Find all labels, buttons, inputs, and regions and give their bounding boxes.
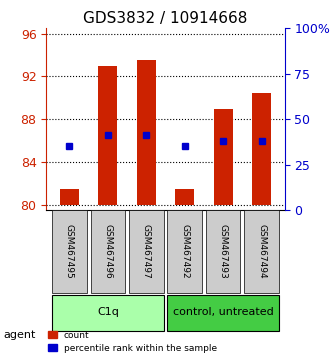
Text: agent: agent: [3, 330, 36, 339]
Text: C1q: C1q: [97, 307, 119, 317]
Text: GSM467493: GSM467493: [219, 224, 228, 279]
Bar: [213, 109, 233, 205]
Bar: [98, 66, 118, 205]
Text: GSM467495: GSM467495: [65, 224, 74, 279]
Title: GDS3832 / 10914668: GDS3832 / 10914668: [83, 11, 248, 26]
Text: control, untreated: control, untreated: [173, 307, 273, 317]
FancyBboxPatch shape: [206, 210, 240, 293]
Text: GSM467494: GSM467494: [257, 224, 266, 279]
Bar: [252, 92, 271, 205]
FancyBboxPatch shape: [244, 210, 279, 293]
Bar: [60, 189, 79, 205]
Text: GSM467496: GSM467496: [103, 224, 112, 279]
Text: GSM467492: GSM467492: [180, 224, 189, 279]
FancyBboxPatch shape: [167, 295, 279, 331]
FancyBboxPatch shape: [167, 210, 202, 293]
FancyBboxPatch shape: [52, 295, 164, 331]
FancyBboxPatch shape: [52, 210, 87, 293]
FancyBboxPatch shape: [91, 210, 125, 293]
Bar: [175, 189, 194, 205]
Legend: count, percentile rank within the sample: count, percentile rank within the sample: [48, 331, 217, 353]
Text: GSM467497: GSM467497: [142, 224, 151, 279]
Bar: [137, 61, 156, 205]
FancyBboxPatch shape: [129, 210, 164, 293]
